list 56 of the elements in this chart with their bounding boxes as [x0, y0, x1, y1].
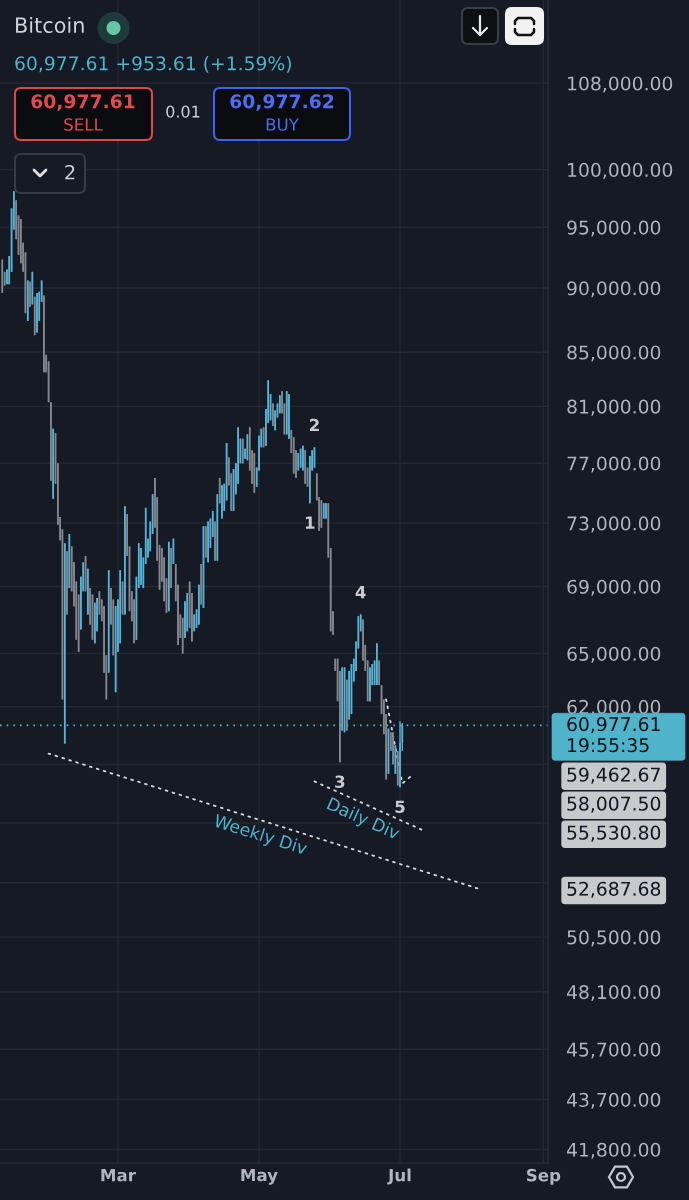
x-tick-label: Sep — [526, 1168, 561, 1185]
candlestick — [29, 281, 31, 308]
annotation: 0.01 — [166, 105, 200, 118]
y-tick-label: 100,000.00 — [568, 162, 673, 179]
y-tick-label: 69,000.00 — [567, 579, 661, 596]
y-tick-label: 73,000.00 — [567, 516, 661, 533]
candlestick — [50, 401, 52, 482]
annotation: 60,977.61 — [31, 94, 135, 111]
y-tick-label: 45,700.00 — [566, 1042, 661, 1059]
candlestick — [87, 567, 89, 616]
x-tick-label: May — [241, 1168, 278, 1185]
y-tick-label: 41,800.00 — [566, 1142, 661, 1159]
annotation: 4 — [355, 586, 366, 599]
candlestick — [200, 563, 202, 606]
candlestick — [124, 505, 126, 616]
candlestick — [66, 550, 68, 616]
text: 60,977.61 +953.61 (+1.59%) — [15, 55, 291, 73]
annotation: 1 — [305, 516, 315, 529]
annotation: SELL — [64, 118, 103, 131]
y-tick-label: 95,000.00 — [567, 220, 661, 237]
y-tick-label: 43,700.00 — [566, 1092, 661, 1109]
candlestick — [369, 666, 371, 702]
candlestick — [272, 402, 274, 427]
y-tick-label: 77,000.00 — [567, 456, 661, 473]
y-tick-label: 62,000.00 — [567, 699, 661, 716]
candlestick — [218, 477, 221, 505]
x-tick-label: Mar — [101, 1169, 136, 1182]
text: 58,007.50 — [567, 796, 661, 813]
annotation: 5 — [395, 800, 405, 814]
y-tick-label: 108,000.00 — [568, 76, 673, 93]
annotation: 3 — [335, 775, 345, 788]
candlestick — [288, 393, 290, 440]
candlestick — [198, 584, 200, 626]
x-tick-label: Jul — [387, 1168, 411, 1185]
candlestick — [140, 547, 142, 586]
annotation: 2 — [65, 164, 75, 180]
text: 59,462.67 — [567, 767, 660, 784]
text: 52,687.68 — [567, 881, 661, 898]
text: 55,530.80 — [567, 825, 661, 842]
text: 19:55:35 — [568, 738, 649, 753]
annotation: 2 — [309, 418, 319, 432]
annotation: BUY — [266, 118, 299, 131]
ref-line-label: 60,977.61 — [567, 717, 660, 734]
y-tick-label: 65,000.00 — [567, 646, 661, 663]
y-tick-label: 48,100.00 — [566, 984, 661, 1002]
candlestick — [392, 731, 394, 765]
candlestick — [214, 520, 216, 562]
y-tick-label: 85,000.00 — [567, 345, 661, 362]
text: Bitcoin — [16, 16, 84, 34]
y-tick-label: 50,500.00 — [567, 930, 661, 947]
candlestick — [170, 547, 172, 589]
annotation: 60,977.62 — [230, 94, 334, 111]
candlestick — [346, 679, 348, 732]
y-tick-label: 81,000.00 — [567, 399, 661, 416]
y-tick-label: 90,000.00 — [567, 281, 661, 298]
candlestick — [302, 445, 304, 472]
